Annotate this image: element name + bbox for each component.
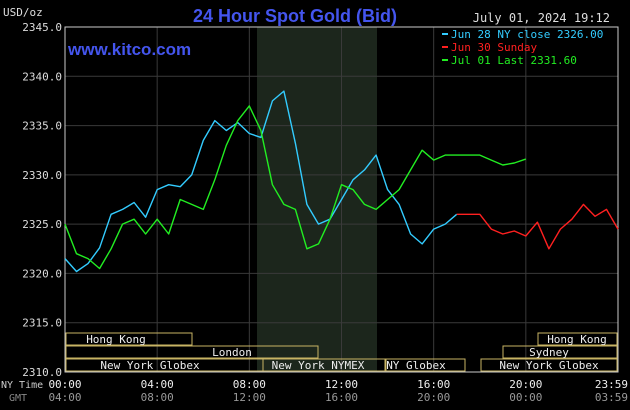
gmt-label: GMT: [9, 393, 27, 404]
x-tick-label-ny: 08:00: [233, 378, 266, 391]
market-box-hong-kong-2: [537, 332, 618, 346]
timestamp: July 01, 2024 19:12: [473, 11, 610, 25]
market-box-ny-globex-3: [480, 358, 618, 372]
market-label-london: London: [212, 346, 252, 359]
x-tick-label-gmt: 08:00: [141, 391, 174, 404]
legend-label-1: Jun 30 Sunday: [451, 41, 537, 54]
market-label-ny-globex-3: New York Globex: [499, 359, 599, 372]
legend-label-2: Jul 01 Last 2331.60: [451, 54, 577, 67]
x-tick-label-ny: 00:00: [48, 378, 81, 391]
market-box-ny-globex: [65, 358, 387, 372]
x-tick-label-gmt: 00:00: [509, 391, 542, 404]
x-tick-label-ny: 12:00: [325, 378, 358, 391]
x-tick-label-gmt: 03:59: [595, 391, 628, 404]
market-label-ny-globex: New York Globex: [100, 359, 200, 372]
y-tick-label: 2315.0: [22, 317, 62, 330]
legend-label-0: Jun 28 NY close 2326.00: [451, 28, 603, 41]
x-tick-label-ny: 04:00: [141, 378, 174, 391]
y-tick-label: 2320.0: [22, 267, 62, 280]
market-label-hong-kong: Hong Kong: [86, 333, 146, 346]
x-tick-label-gmt: 16:00: [325, 391, 358, 404]
market-label-ny-globex-2: NY Globex: [386, 359, 446, 372]
x-tick-label-gmt: 12:00: [233, 391, 266, 404]
x-tick-label-gmt: 20:00: [417, 391, 450, 404]
legend: Jun 28 NY close 2326.00 Jun 30 Sunday Ju…: [442, 28, 603, 67]
x-axis-ticks: 00:0004:0004:0008:0008:0012:0012:0016:00…: [48, 378, 628, 404]
x-tick-label-ny: 20:00: [509, 378, 542, 391]
series-line-1: [456, 203, 619, 250]
chart-title: 24 Hour Spot Gold (Bid): [193, 6, 397, 26]
market-box-london: [65, 345, 319, 359]
market-box-ny-globex-2: [384, 358, 466, 372]
series-lines: [64, 90, 619, 273]
highlight-band: [257, 27, 377, 372]
market-box-sydney: [502, 345, 618, 359]
y-tick-label: 2335.0: [22, 120, 62, 133]
x-tick-label-ny: 16:00: [417, 378, 450, 391]
market-label-ny-nymex: New York NYMEX: [272, 359, 365, 372]
y-tick-label: 2325.0: [22, 218, 62, 231]
market-sessions: Hong Kong London New York Globex New Yor…: [65, 332, 618, 372]
y-tick-label: 2340.0: [22, 70, 62, 83]
market-label-sydney: Sydney: [529, 346, 569, 359]
unit-label: USD/oz: [3, 6, 43, 19]
ny-time-label: NY Time: [1, 380, 43, 391]
y-tick-label: 2345.0: [22, 21, 62, 34]
plot-frame: [64, 26, 619, 373]
series-line-2: [64, 105, 527, 270]
x-tick-label-gmt: 04:00: [48, 391, 81, 404]
y-axis-ticks: 2345.0 2340.0 2335.0 2330.0 2325.0 2320.0 2315…: [22, 21, 62, 379]
market-box-hong-kong: [65, 332, 193, 346]
y-tick-label: 2310.0: [22, 366, 62, 379]
site-url: www.kitco.com: [67, 40, 191, 59]
x-tick-label-ny: 23:59: [595, 378, 628, 391]
y-tick-label: 2330.0: [22, 169, 62, 182]
market-label-hong-kong-2: Hong Kong: [547, 333, 607, 346]
series-line-0: [64, 90, 458, 273]
